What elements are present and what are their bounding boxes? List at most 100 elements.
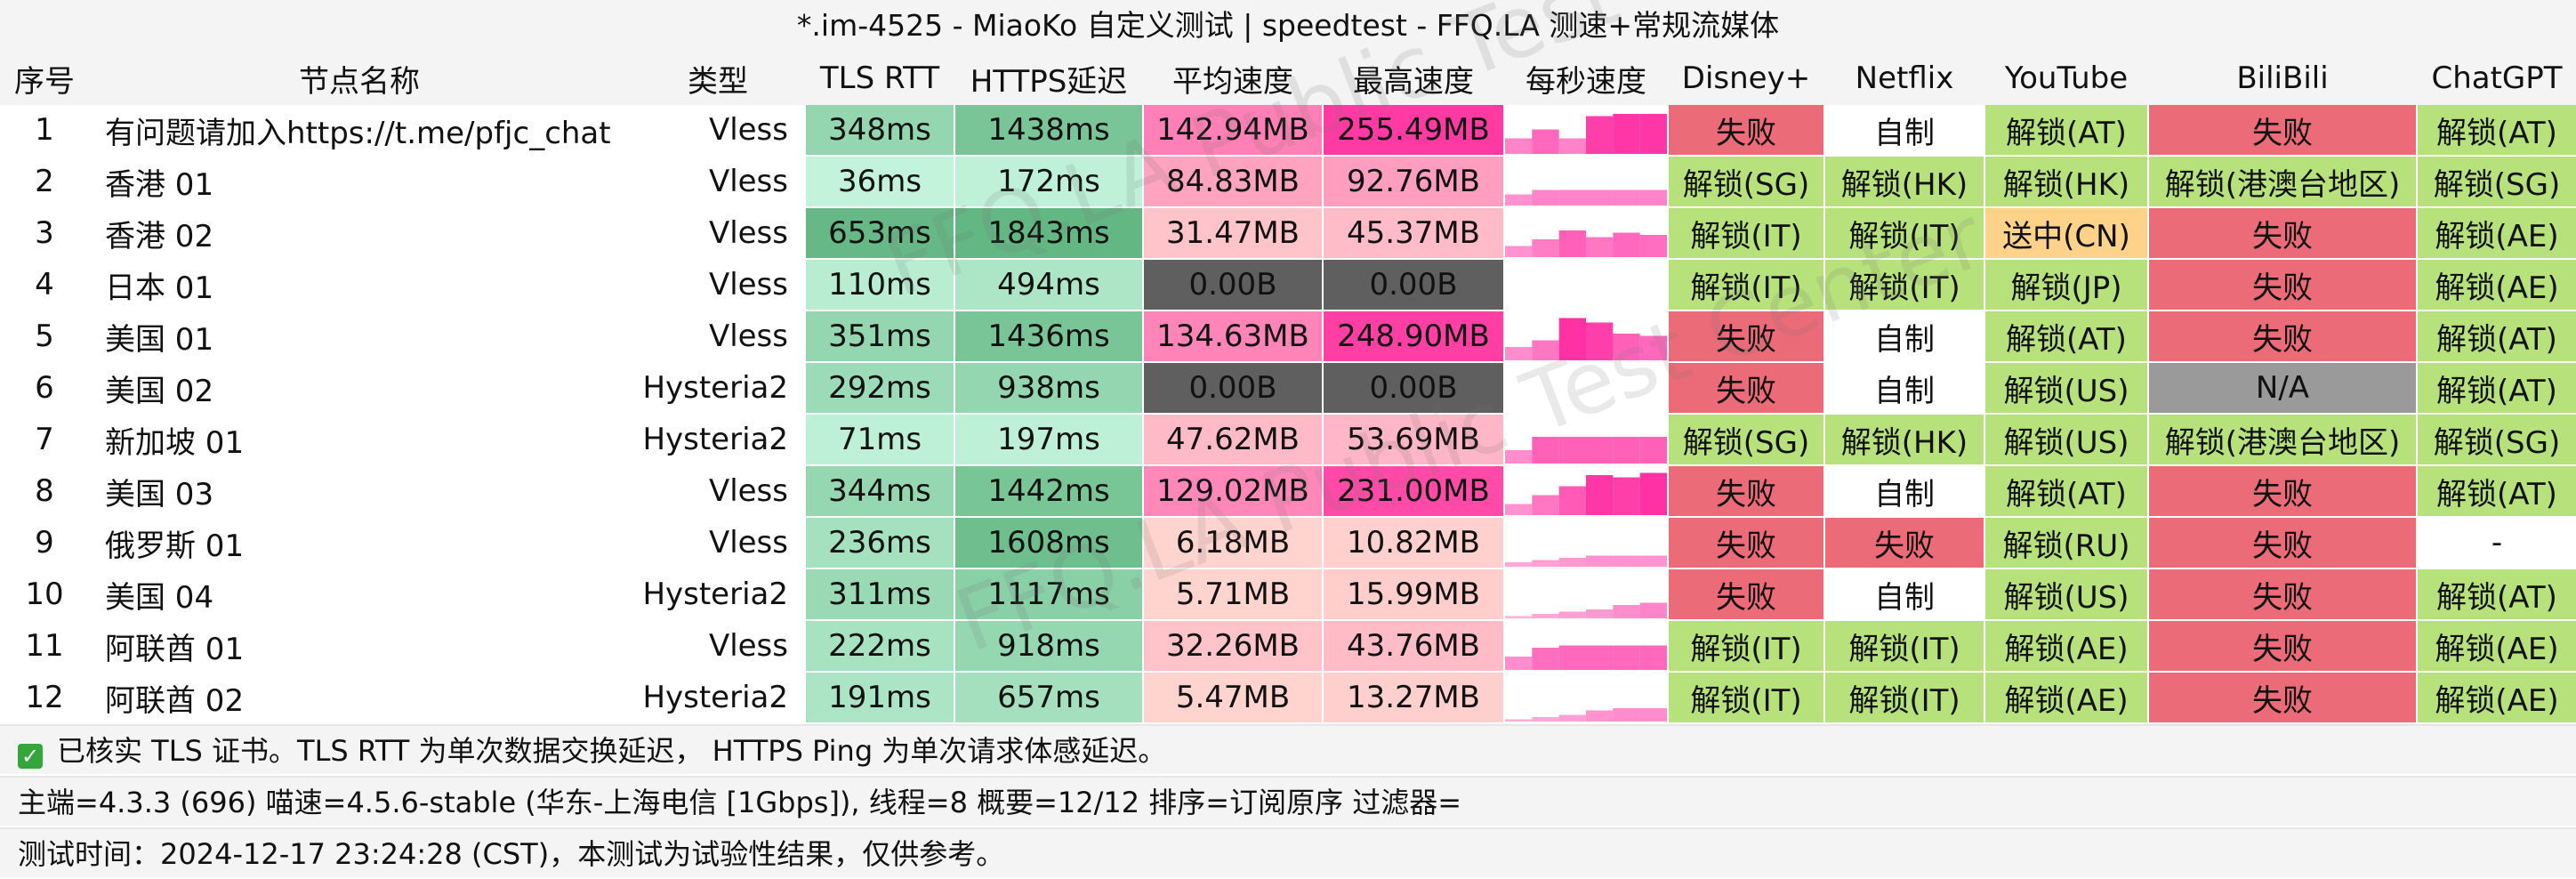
speed-bar [1613, 334, 1640, 360]
row-netflix-cell: 失败 [1823, 516, 1985, 569]
speed-bar [1639, 708, 1666, 722]
speed-bar [1586, 322, 1614, 360]
row-https-latency-cell: 494ms [954, 258, 1144, 311]
row-https-latency-cell: 657ms [954, 671, 1144, 724]
header-netflix[interactable]: Netflix [1823, 52, 1985, 105]
header-tls-rtt[interactable]: TLS RTT [804, 52, 955, 105]
header-type[interactable]: 类型 [630, 52, 806, 105]
speed-sparkline [1506, 114, 1666, 154]
row-avg-speed-cell: 5.71MB [1142, 568, 1324, 621]
row-chatgpt-cell: 解锁(AT) [2416, 568, 2576, 621]
header-bilibili[interactable]: BiliBili [2147, 52, 2418, 105]
row-index-cell: 10 [0, 568, 89, 621]
row-chatgpt-cell: 解锁(AT) [2416, 464, 2576, 518]
meta-info: 主端=4.3.3 (696) 喵速=4.5.6-stable (华东-上海电信 … [0, 776, 2576, 826]
speed-bar [1558, 611, 1586, 618]
row-bilibili-cell: N/A [2147, 361, 2418, 415]
row-node-name-cell: 美国 03 [87, 464, 632, 518]
row-bilibili-cell: 失败 [2147, 619, 2418, 673]
row-https-latency-cell: 197ms [954, 413, 1144, 466]
row-netflix-cell: 自制 [1823, 310, 1985, 363]
row-disney-cell: 失败 [1667, 464, 1825, 518]
row-type-cell: Hysteria2 [630, 671, 806, 724]
row-netflix-cell: 解锁(HK) [1823, 155, 1985, 208]
row-tls-rtt-cell: 292ms [804, 361, 955, 415]
row-bilibili-cell: 失败 [2147, 516, 2418, 569]
row-disney-cell: 解锁(IT) [1667, 619, 1825, 673]
header-avg-speed[interactable]: 平均速度 [1142, 52, 1324, 105]
row-youtube-cell: 解锁(US) [1984, 568, 2149, 621]
speed-bar [1506, 194, 1533, 206]
row-bilibili-cell: 失败 [2147, 671, 2418, 724]
row-node-name-cell: 香港 02 [87, 206, 632, 260]
speed-sparkline [1506, 645, 1666, 670]
speed-bar [1613, 437, 1640, 464]
speed-bar [1506, 138, 1533, 154]
header-chatgpt[interactable]: ChatGPT [2416, 52, 2576, 105]
header-youtube[interactable]: YouTube [1984, 52, 2149, 105]
speed-bar [1558, 230, 1586, 257]
header-per-second-speed[interactable]: 每秒速度 [1503, 52, 1669, 105]
header-disney[interactable]: Disney+ [1667, 52, 1825, 105]
speed-bar [1506, 616, 1533, 618]
header-max-speed[interactable]: 最高速度 [1322, 52, 1505, 105]
window-title: *.im-4525 - MiaoKo 自定义测试 | speedtest - F… [0, 0, 2576, 52]
checkbox-checked-icon: ✓ [18, 744, 43, 769]
table-row: 11 阿联酋 01 Vless 222ms 918ms 32.26MB 43.76MB 解锁(… [0, 619, 2576, 673]
row-index-cell: 4 [0, 258, 89, 311]
speed-bar [1532, 239, 1559, 257]
row-https-latency-cell: 1843ms [954, 206, 1144, 260]
table-row: 8 美国 03 Vless 344ms 1442ms 129.02MB 231.00MB 失败… [0, 464, 2576, 518]
row-avg-speed-cell: 129.02MB [1142, 464, 1324, 518]
header-index[interactable]: 序号 [0, 52, 89, 105]
table-row: 5 美国 01 Vless 351ms 1436ms 134.63MB 248.90MB 失败… [0, 310, 2576, 363]
header-https-latency[interactable]: HTTPS延迟 [954, 52, 1144, 105]
row-type-cell: Hysteria2 [630, 413, 806, 466]
row-speed-sparkline-cell [1503, 103, 1669, 157]
row-avg-speed-cell: 5.47MB [1142, 671, 1324, 724]
row-netflix-cell: 解锁(HK) [1823, 413, 1985, 466]
row-index-cell: 12 [0, 671, 89, 724]
row-max-speed-cell: 43.76MB [1322, 619, 1505, 673]
speed-bar [1639, 235, 1666, 257]
test-time: 测试时间：2024-12-17 23:24:28 (CST)，本测试为试验性结果… [0, 827, 2576, 877]
row-avg-speed-cell: 47.62MB [1142, 413, 1324, 466]
row-index-cell: 7 [0, 413, 89, 466]
row-https-latency-cell: 918ms [954, 619, 1144, 673]
speed-bar [1613, 708, 1640, 722]
speed-sparkline [1506, 230, 1666, 257]
speed-bar [1586, 116, 1614, 154]
table-row: 9 俄罗斯 01 Vless 236ms 1608ms 6.18MB 10.82MB 失败 失败… [0, 516, 2576, 569]
row-chatgpt-cell: 解锁(SG) [2416, 155, 2576, 208]
speed-sparkline [1506, 602, 1666, 618]
row-netflix-cell: 自制 [1823, 464, 1985, 518]
table-row: 7 新加坡 01 Hysteria2 71ms 197ms 47.62MB 53.69MB 解… [0, 413, 2576, 466]
header-node-name[interactable]: 节点名称 [87, 52, 632, 105]
row-disney-cell: 失败 [1667, 361, 1825, 415]
speed-bar [1506, 504, 1533, 515]
row-youtube-cell: 解锁(AT) [1984, 103, 2149, 157]
row-youtube-cell: 解锁(US) [1984, 361, 2149, 415]
row-node-name-cell: 阿联酋 01 [87, 619, 632, 673]
row-max-speed-cell: 248.90MB [1322, 310, 1505, 363]
row-max-speed-cell: 92.76MB [1322, 155, 1505, 208]
row-index-cell: 3 [0, 206, 89, 260]
speed-sparkline [1506, 190, 1666, 206]
table-row: 10 美国 04 Hysteria2 311ms 1117ms 5.71MB 15.99MB… [0, 568, 2576, 621]
row-youtube-cell: 解锁(AE) [1984, 619, 2149, 673]
row-bilibili-cell: 解锁(港澳台地区) [2147, 413, 2418, 466]
speed-bar [1506, 246, 1533, 257]
row-netflix-cell: 自制 [1823, 568, 1985, 621]
speed-bar [1586, 645, 1614, 670]
speed-bar [1639, 472, 1666, 515]
row-speed-sparkline-cell [1503, 516, 1669, 569]
row-disney-cell: 失败 [1667, 103, 1825, 157]
row-tls-rtt-cell: 71ms [804, 413, 955, 466]
row-speed-sparkline-cell [1503, 671, 1669, 724]
row-https-latency-cell: 1436ms [954, 310, 1144, 363]
row-index-cell: 6 [0, 361, 89, 415]
row-netflix-cell: 解锁(IT) [1823, 619, 1985, 673]
speed-bar [1506, 719, 1533, 722]
row-type-cell: Vless [630, 310, 806, 363]
speed-sparkline [1506, 318, 1666, 360]
